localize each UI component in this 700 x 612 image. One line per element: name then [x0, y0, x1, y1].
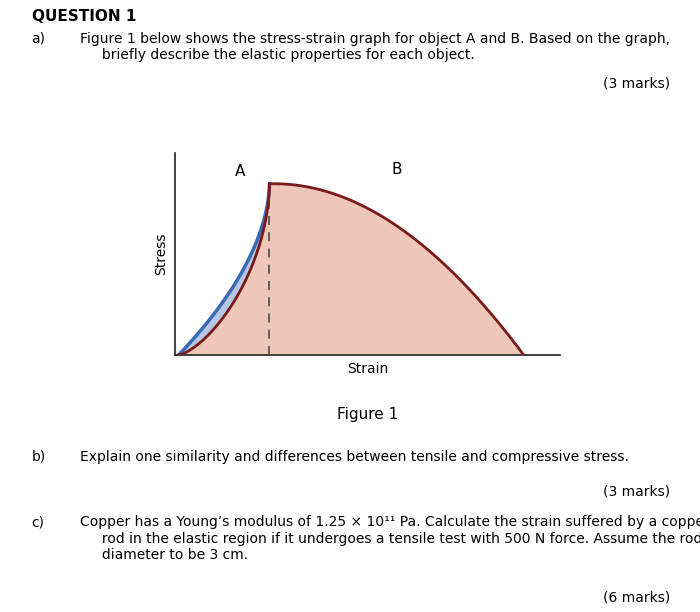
Text: QUESTION 1: QUESTION 1: [32, 9, 136, 24]
Text: b): b): [32, 450, 46, 464]
Text: (3 marks): (3 marks): [603, 485, 671, 499]
Y-axis label: Stress: Stress: [154, 233, 168, 275]
Polygon shape: [178, 184, 524, 355]
Text: Figure 1 below shows the stress-strain graph for object A and B. Based on the gr: Figure 1 below shows the stress-strain g…: [80, 32, 671, 62]
Text: Copper has a Young’s modulus of 1.25 × 10¹¹ Pa. Calculate the strain suffered by: Copper has a Young’s modulus of 1.25 × 1…: [80, 515, 700, 562]
Text: c): c): [32, 515, 45, 529]
Text: Figure 1: Figure 1: [337, 407, 398, 422]
Text: B: B: [391, 162, 402, 177]
Text: Explain one similarity and differences between tensile and compressive stress.: Explain one similarity and differences b…: [80, 450, 629, 464]
Text: (3 marks): (3 marks): [603, 76, 671, 91]
Polygon shape: [178, 184, 270, 355]
Text: a): a): [32, 32, 46, 46]
Text: A: A: [235, 163, 246, 179]
Text: (6 marks): (6 marks): [603, 591, 671, 605]
X-axis label: Strain: Strain: [347, 362, 388, 376]
